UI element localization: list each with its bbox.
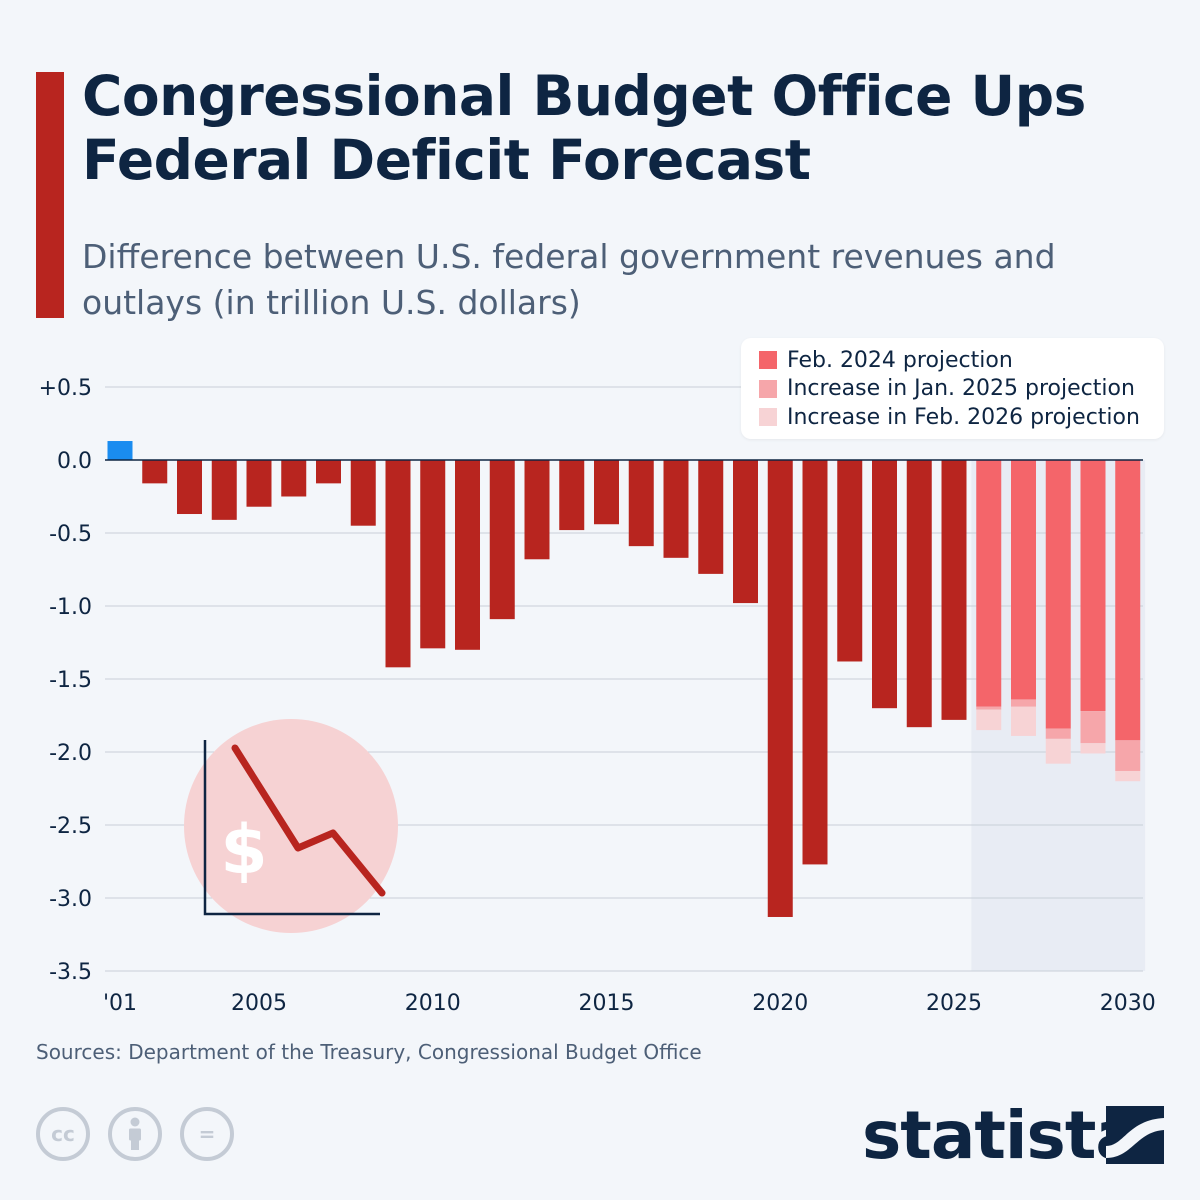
y-tick-label: -2.5 xyxy=(49,814,92,839)
x-tick-label: 2020 xyxy=(752,991,808,1016)
chart-subtitle: Difference between U.S. federal governme… xyxy=(82,237,1056,322)
bar-2013 xyxy=(524,460,550,560)
declining-dollar-chart-icon: $ xyxy=(184,719,398,933)
y-tick-label: -0.5 xyxy=(49,522,92,547)
y-tick-label: -2.0 xyxy=(49,741,92,766)
bar-2028-feb-2026-increase xyxy=(1045,738,1071,764)
bar-2029-feb-2024 xyxy=(1080,460,1106,712)
bar-2016 xyxy=(628,460,654,547)
bar-2010 xyxy=(420,460,446,649)
y-tick-label: -1.5 xyxy=(49,668,92,693)
bar-2028-feb-2024 xyxy=(1045,460,1071,729)
bar-2023 xyxy=(872,460,897,709)
x-tick-label: 2025 xyxy=(926,991,982,1016)
bar-2004 xyxy=(211,460,237,520)
x-tick-label: '01 xyxy=(103,991,137,1016)
bar-2017 xyxy=(663,460,689,558)
x-tick-label: 2005 xyxy=(231,991,287,1016)
bar-2012 xyxy=(489,460,515,620)
cc-icon[interactable]: cc xyxy=(36,1107,90,1161)
chart-title: Congressional Budget Office Ups Federal … xyxy=(82,64,1086,192)
bar-2018 xyxy=(698,460,724,574)
bar-2030-feb-2024 xyxy=(1115,460,1141,741)
bar-2026-jan-2025-increase xyxy=(976,706,1002,710)
legend-item-feb-2026: Increase in Feb. 2026 projection xyxy=(759,403,1164,432)
bar-2026-feb-2024 xyxy=(976,460,1002,707)
y-tick-label: -3.5 xyxy=(49,960,92,985)
y-tick-label: -3.0 xyxy=(49,887,92,912)
bar-2025 xyxy=(941,460,967,720)
accent-bar xyxy=(36,72,64,318)
bar-2024 xyxy=(906,460,932,728)
bar-2007 xyxy=(316,460,341,484)
statista-logo-text[interactable]: statista xyxy=(862,1097,1140,1174)
y-tick-label: -1.0 xyxy=(49,595,92,620)
bar-2006 xyxy=(281,460,307,497)
legend-label-feb-2026: Increase in Feb. 2026 projection xyxy=(787,404,1140,430)
legend-swatch-feb-2024 xyxy=(759,351,777,370)
bar-2022 xyxy=(837,460,863,662)
y-tick-label: 0.0 xyxy=(57,449,92,474)
bar-2005 xyxy=(246,460,272,507)
source-note: Sources: Department of the Treasury, Con… xyxy=(36,1040,702,1064)
license-icons: cc = xyxy=(36,1107,252,1161)
bar-2027-feb-2026-increase xyxy=(1011,706,1036,736)
bar-2019 xyxy=(733,460,758,604)
legend-label-jan-2025: Increase in Jan. 2025 projection xyxy=(787,376,1135,402)
y-tick-label: +0.5 xyxy=(39,376,92,401)
bar-2026-feb-2026-increase xyxy=(976,709,1002,731)
legend-item-jan-2025: Increase in Jan. 2025 projection xyxy=(759,375,1164,404)
bar-2021 xyxy=(802,460,828,865)
bar-2029-jan-2025-increase xyxy=(1080,711,1106,744)
statista-logo-icon xyxy=(1106,1106,1164,1164)
bar-2009 xyxy=(385,460,411,668)
bar-2015 xyxy=(594,460,619,525)
legend-swatch-jan-2025 xyxy=(759,379,777,398)
bar-2028-jan-2025-increase xyxy=(1045,728,1071,739)
chart-legend: Feb. 2024 projection Increase in Jan. 20… xyxy=(741,338,1164,439)
legend-swatch-feb-2026 xyxy=(759,408,777,427)
bar-2014 xyxy=(559,460,585,531)
bar-2027-jan-2025-increase xyxy=(1011,699,1036,707)
bar-2003 xyxy=(177,460,202,515)
bar-2002 xyxy=(142,460,168,484)
bar-2027-feb-2024 xyxy=(1011,460,1036,700)
bar-2030-feb-2026-increase xyxy=(1115,770,1141,782)
attribution-icon[interactable] xyxy=(108,1107,162,1161)
no-derivatives-icon[interactable]: = xyxy=(180,1107,234,1161)
x-tick-label: 2015 xyxy=(579,991,635,1016)
deficit-bar-chart: +0.5 0.0 -0.5 -1.0 -1.5 -2.0 -2.5 -3.0 -3.5 $ '01 2… xyxy=(39,376,1156,1016)
legend-label-feb-2024: Feb. 2024 projection xyxy=(787,347,1013,373)
bar-2030-jan-2025-increase xyxy=(1115,740,1141,771)
bar-2011 xyxy=(455,460,480,650)
legend-item-feb-2024: Feb. 2024 projection xyxy=(759,346,1164,375)
x-tick-label: 2030 xyxy=(1100,991,1156,1016)
bar-2008 xyxy=(350,460,376,526)
bar-2020 xyxy=(767,460,793,917)
svg-text:$: $ xyxy=(220,811,267,890)
bar-2001 xyxy=(107,441,133,460)
x-tick-label: 2010 xyxy=(405,991,461,1016)
bar-2029-feb-2026-increase xyxy=(1080,743,1106,754)
